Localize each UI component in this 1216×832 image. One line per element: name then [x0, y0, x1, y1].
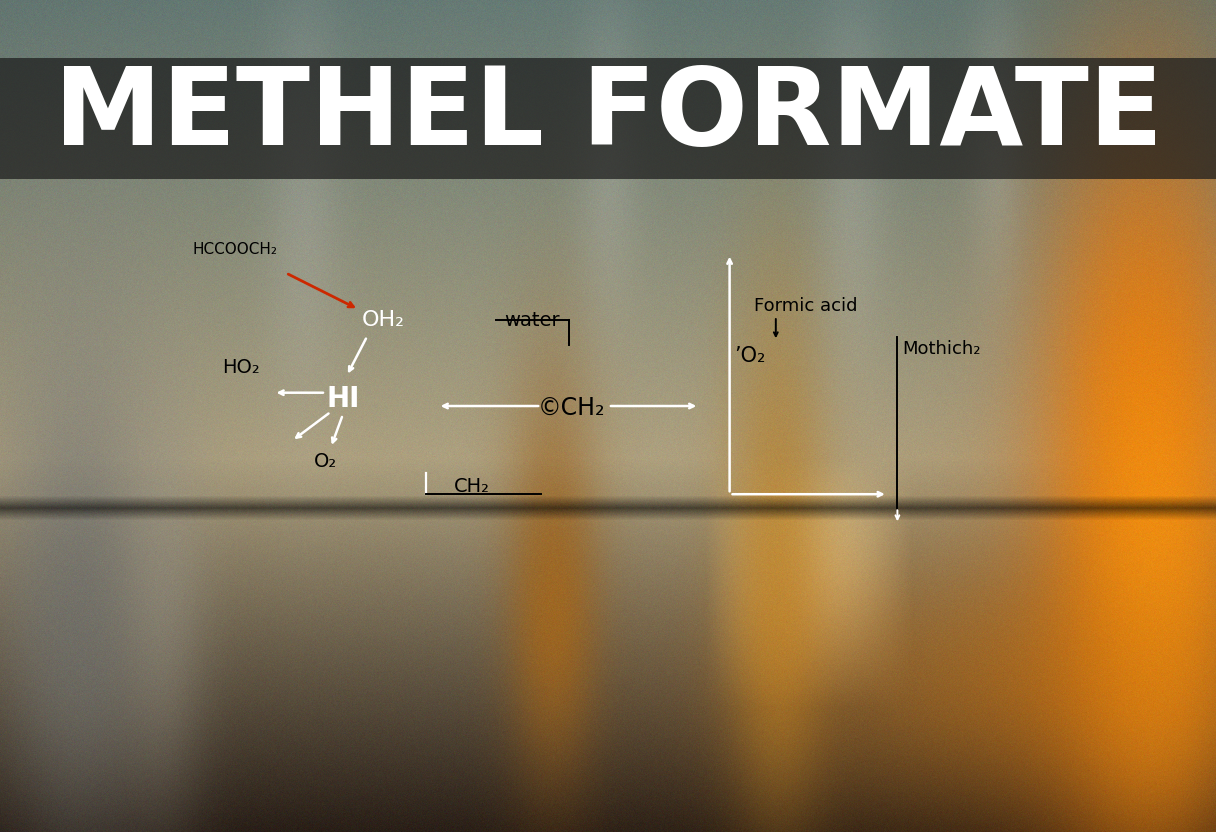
Text: Mothich₂: Mothich₂	[902, 340, 981, 359]
Text: HCCOOCH₂: HCCOOCH₂	[192, 242, 277, 257]
Bar	[0, 58, 1216, 179]
Text: ’O₂: ’O₂	[734, 346, 766, 366]
Text: HI: HI	[326, 385, 360, 414]
Text: METHEL FORMATE: METHEL FORMATE	[54, 62, 1162, 168]
Text: ©CH₂: ©CH₂	[537, 396, 606, 419]
Text: HO₂: HO₂	[221, 359, 260, 377]
Text: Formic acid: Formic acid	[754, 297, 857, 315]
Text: CH₂: CH₂	[454, 478, 490, 496]
Text: OH₂: OH₂	[361, 310, 405, 330]
Text: O₂: O₂	[314, 453, 338, 471]
Text: water: water	[505, 311, 561, 329]
